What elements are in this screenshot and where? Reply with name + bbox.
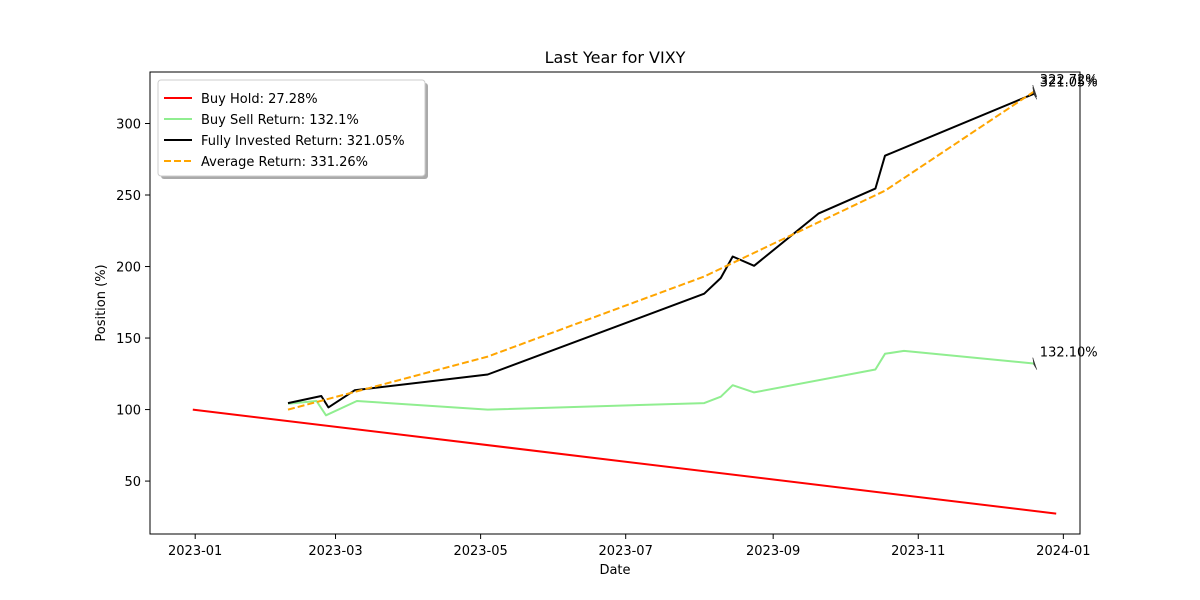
y-tick-label: 200 <box>116 261 141 276</box>
x-tick-label: 2023-01 <box>168 544 222 559</box>
y-axis-label: Position (%) <box>94 264 109 341</box>
legend-label: Average Return: 331.26% <box>201 155 368 170</box>
x-tick-label: 2024-01 <box>1036 544 1090 559</box>
y-axis: 50 100 150 200 250 300 <box>116 117 150 490</box>
legend-label: Buy Hold: 27.28% <box>201 92 318 107</box>
x-tick-label: 2023-07 <box>599 544 653 559</box>
x-tick-label: 2023-03 <box>308 544 362 559</box>
series-layer <box>192 90 1057 515</box>
y-tick-label: 250 <box>116 189 141 204</box>
y-tick-label: 300 <box>116 117 141 132</box>
annotation-label: 322.72% <box>1040 73 1098 88</box>
plot-frame <box>149 71 1081 535</box>
annotation-label: 132.10% <box>1040 346 1098 361</box>
x-axis: 2023-01 2023-03 2023-05 2023-07 2023-09 2023-… <box>168 534 1091 559</box>
x-tick-label: 2023-09 <box>746 544 800 559</box>
legend-label: Fully Invested Return: 321.05% <box>201 134 405 149</box>
y-tick-label: 150 <box>116 332 141 347</box>
annotation-label: 321.05% <box>1040 75 1098 90</box>
series-line-0 <box>192 408 1057 515</box>
series-line-2 <box>287 92 1036 409</box>
legend-box <box>157 79 426 177</box>
x-tick-label: 2023-11 <box>891 544 945 559</box>
y-tick-label: 100 <box>116 404 141 419</box>
series-line-1 <box>287 349 1035 417</box>
chart-title: Last Year for VIXY <box>545 48 686 67</box>
x-tick-label: 2023-05 <box>453 544 507 559</box>
y-tick-label: 50 <box>124 475 141 490</box>
x-axis-label: Date <box>599 563 630 578</box>
annotation-layer: 132.10% 321.05%322.72% <box>1032 73 1098 370</box>
annotation-arrow <box>1032 357 1038 370</box>
legend-label: Buy Sell Return: 132.1% <box>201 113 359 128</box>
annotation-arrow <box>1032 84 1038 98</box>
legend: Buy Hold: 27.28% Buy Sell Return: 132.1% F… <box>157 79 428 179</box>
